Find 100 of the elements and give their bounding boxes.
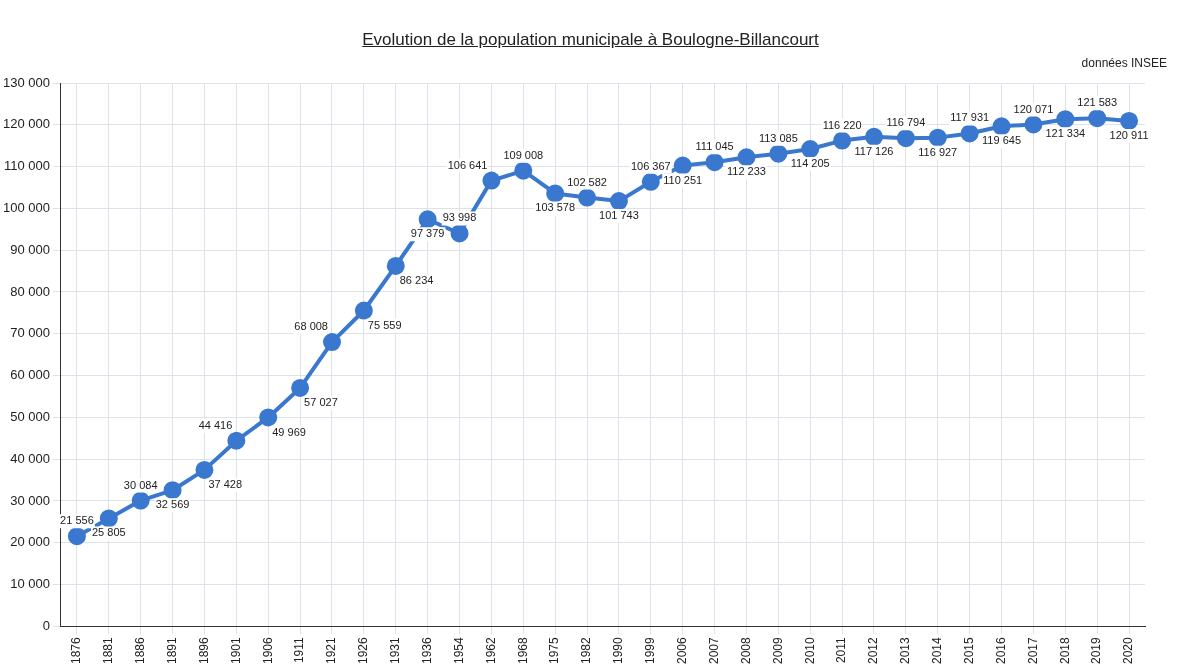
x-tick-label: 2016 [993, 636, 1008, 665]
point [131, 491, 150, 510]
y-tick-label: 10 000 [10, 576, 50, 592]
x-tick-label: 1990 [611, 636, 626, 665]
x-tick-label: 1886 [133, 636, 148, 665]
x-tick-label: 2017 [1025, 636, 1040, 665]
point [291, 378, 310, 397]
x-tick-label: 1906 [260, 636, 275, 665]
data-label: 114 205 [790, 157, 830, 170]
point [1056, 110, 1075, 129]
data-label: 119 645 [982, 134, 1021, 147]
data-label: 44 416 [198, 418, 233, 431]
data-label: 120 911 [1109, 129, 1149, 142]
x-tick-label: 2007 [706, 636, 721, 665]
point [482, 171, 501, 190]
x-tick-label: 1896 [196, 636, 211, 665]
data-label: 120 071 [1013, 102, 1054, 115]
x-tick-label: 1975 [547, 636, 562, 665]
x-tick-label: 2018 [1057, 636, 1072, 665]
data-label: 116 927 [918, 145, 958, 158]
data-label: 97 379 [410, 227, 445, 240]
data-label: 21 556 [60, 514, 94, 527]
point [386, 256, 405, 275]
data-label: 68 008 [294, 320, 328, 333]
data-label: 117 126 [854, 144, 894, 157]
point [1120, 111, 1139, 130]
y-tick-label: 130 000 [2, 74, 50, 90]
x-tick-label: 2010 [802, 636, 817, 665]
data-label: 116 220 [822, 118, 862, 131]
data-label: 75 559 [367, 318, 402, 331]
x-tick-label: 2020 [1121, 636, 1136, 665]
data-label: 113 085 [758, 131, 798, 144]
x-tick-label: 2008 [738, 636, 753, 665]
x-tick-label: 2009 [770, 636, 785, 665]
point [163, 481, 182, 500]
y-tick-label: 70 000 [10, 325, 50, 341]
data-label: 111 045 [695, 140, 734, 153]
point [514, 161, 533, 180]
data-label: 57 027 [304, 396, 338, 408]
x-tick-label: 2013 [898, 636, 913, 665]
point [1024, 115, 1043, 134]
data-label: 121 334 [1045, 127, 1086, 140]
y-tick-label: 90 000 [10, 241, 50, 257]
point [195, 460, 214, 479]
x-tick-label: 1968 [515, 636, 530, 665]
data-label: 86 234 [399, 273, 434, 286]
point [322, 333, 341, 352]
y-tick-label: 120 000 [2, 116, 50, 132]
data-label: 110 251 [663, 173, 703, 186]
y-tick-label: 80 000 [10, 283, 50, 299]
point [227, 431, 246, 450]
x-tick-label: 1926 [356, 636, 371, 665]
chart-title: Evolution de la population municipale à Boulogne-Billancourt [361, 30, 820, 50]
data-label: 25 805 [91, 526, 126, 539]
y-tick-label: 0 [42, 617, 50, 633]
y-tick-label: 30 000 [10, 492, 50, 508]
y-tick-label: 110 000 [3, 158, 50, 174]
x-tick-label: 1881 [101, 636, 116, 665]
point [259, 408, 278, 427]
point [705, 153, 724, 172]
point [737, 148, 756, 167]
data-label: 109 008 [503, 148, 544, 161]
data-label: 93 998 [442, 211, 477, 224]
point [801, 140, 820, 159]
x-tick-label: 2012 [866, 636, 881, 665]
x-tick-label: 1982 [579, 636, 594, 665]
x-tick-label: 2014 [930, 636, 945, 665]
text: données INSEE [1081, 56, 1167, 70]
data-label: 37 428 [208, 477, 243, 490]
point [1088, 109, 1107, 128]
x-tick-label: 2019 [1089, 636, 1104, 665]
point [99, 509, 118, 528]
y-tick-label: 40 000 [10, 450, 50, 466]
x-tick-label: 1911 [292, 636, 307, 664]
x-tick-label: 1954 [451, 636, 466, 665]
x-tick-label: 1931 [388, 636, 403, 665]
point [67, 527, 86, 546]
y-tick-label: 50 000 [10, 408, 50, 424]
data-label: 116 794 [886, 116, 926, 129]
y-tick-label: 100 000 [2, 199, 50, 215]
point [960, 124, 979, 143]
data-label: 32 569 [155, 498, 190, 511]
data-label: 121 583 [1077, 96, 1118, 109]
data-label: 117 931 [950, 111, 990, 124]
data-label: 112 233 [726, 165, 766, 178]
y-tick-label: 60 000 [10, 367, 50, 383]
point [546, 184, 565, 203]
data-label: 102 582 [567, 175, 607, 188]
point [865, 127, 883, 146]
x-tick-label: 1901 [228, 636, 243, 665]
point [673, 156, 692, 175]
point [769, 144, 788, 163]
data-label: 49 969 [272, 425, 306, 438]
point [418, 210, 437, 229]
x-tick-label: 1962 [483, 636, 498, 665]
data-label: 106 641 [447, 158, 488, 171]
point [641, 172, 660, 191]
point [833, 131, 852, 150]
point [992, 117, 1011, 136]
x-tick-label: 1936 [419, 636, 434, 665]
